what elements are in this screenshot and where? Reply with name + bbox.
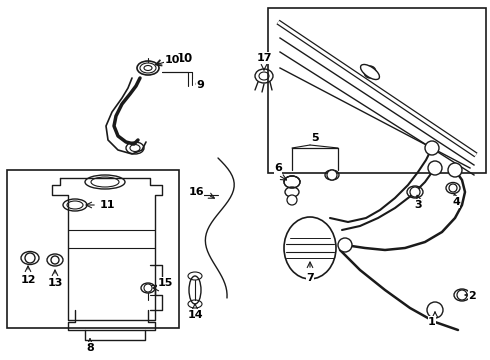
Ellipse shape [361,64,379,80]
Text: 11: 11 [99,200,115,210]
Text: 5: 5 [311,133,319,143]
Text: 10: 10 [164,55,180,65]
Circle shape [449,184,457,192]
Text: 2: 2 [468,291,476,301]
Circle shape [428,161,442,175]
Text: 15: 15 [157,278,172,288]
Circle shape [51,256,59,264]
Circle shape [427,302,443,318]
Text: 17: 17 [256,53,272,63]
Text: 6: 6 [274,163,282,173]
Text: 3: 3 [414,200,422,210]
Circle shape [144,284,152,292]
Circle shape [338,238,352,252]
Circle shape [25,253,35,263]
Text: 16: 16 [188,187,204,197]
Circle shape [287,195,297,205]
Circle shape [425,141,439,155]
Circle shape [448,163,462,177]
Text: 9: 9 [196,80,204,90]
Text: 1: 1 [428,317,436,327]
Text: 4: 4 [452,197,460,207]
Circle shape [457,290,467,300]
Circle shape [327,170,337,180]
Circle shape [410,187,420,197]
Bar [7,170,179,328]
Text: 14: 14 [187,310,203,320]
Circle shape [364,66,376,78]
Text: 9: 9 [194,80,202,93]
Bar [268,8,486,173]
Text: 8: 8 [86,343,94,353]
Text: 7: 7 [306,273,314,283]
Text: 13: 13 [48,278,63,288]
Text: 12: 12 [20,275,36,285]
Text: 10: 10 [177,51,193,64]
